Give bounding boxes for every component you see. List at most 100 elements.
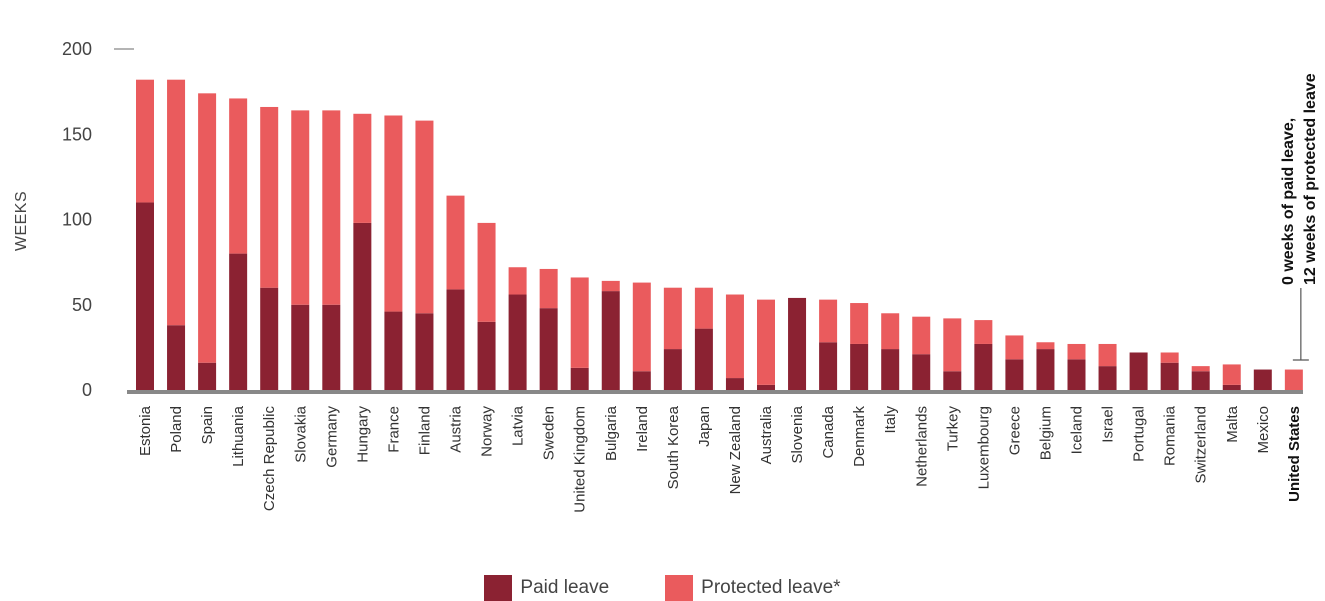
y-tick-label: 50 xyxy=(72,295,92,315)
bar-spain-protected-leave- xyxy=(198,93,217,363)
x-tick-label-israel: Israel xyxy=(1100,406,1117,443)
x-axis-labels: Estonia Poland Spain Lithuania Czech Republi… xyxy=(137,405,1303,512)
bar-spain-paid-leave xyxy=(198,362,217,390)
bar-malta-protected-leave- xyxy=(1222,364,1241,385)
bar-turkey-paid-leave xyxy=(943,371,962,390)
bar-netherlands-protected-leave- xyxy=(912,316,931,355)
bar-sweden-protected-leave- xyxy=(539,268,558,309)
bar-switzerland-paid-leave xyxy=(1191,371,1210,390)
bar-australia-protected-leave- xyxy=(757,299,775,385)
y-tick-label: 100 xyxy=(62,210,92,230)
bar-ireland-paid-leave xyxy=(632,371,651,390)
bar-canada-paid-leave xyxy=(819,342,838,390)
x-tick-label-japan: Japan xyxy=(696,406,713,447)
legend: Paid leave Protected leave* xyxy=(0,575,1325,601)
bar-belgium-paid-leave xyxy=(1036,349,1055,390)
y-axis-ticks: 0 50 100 150 200 xyxy=(62,39,134,400)
legend-swatch-protected xyxy=(665,575,694,601)
bar-italy-protected-leave- xyxy=(881,313,900,350)
bar-romania-paid-leave xyxy=(1160,362,1179,390)
x-tick-label-finland: Finland xyxy=(416,406,433,455)
x-tick-label-france: France xyxy=(385,406,402,453)
y-tick-label: 150 xyxy=(62,124,92,144)
bar-greece-protected-leave- xyxy=(1005,335,1024,360)
bar-united-kingdom-protected-leave- xyxy=(570,277,589,368)
bar-austria-protected-leave- xyxy=(446,195,465,290)
legend-swatch-paid xyxy=(484,575,513,601)
legend-item-paid: Paid leave xyxy=(484,575,609,601)
bar-romania-protected-leave- xyxy=(1160,352,1179,363)
bar-denmark-protected-leave- xyxy=(850,303,869,344)
bar-united-kingdom-paid-leave xyxy=(570,367,589,390)
bar-italy-paid-leave xyxy=(881,349,900,390)
y-tick-label: 0 xyxy=(82,380,92,400)
bar-switzerland-protected-leave- xyxy=(1191,366,1210,372)
x-tick-label-norway: Norway xyxy=(479,406,496,457)
x-tick-label-canada: Canada xyxy=(820,405,837,458)
bar-czech-republic-protected-leave- xyxy=(260,106,279,288)
bar-latvia-paid-leave xyxy=(508,294,527,390)
y-tick-label: 200 xyxy=(62,39,92,59)
bar-poland-protected-leave- xyxy=(167,79,186,326)
bar-united-states-protected-leave- xyxy=(1284,369,1303,390)
x-tick-label-belgium: Belgium xyxy=(1037,406,1054,460)
x-tick-label-malta: Malta xyxy=(1224,405,1241,442)
x-tick-label-romania: Romania xyxy=(1162,405,1179,466)
bar-iceland-protected-leave- xyxy=(1067,343,1086,360)
bar-estonia-protected-leave- xyxy=(136,79,154,203)
bar-latvia-protected-leave- xyxy=(508,267,527,295)
bar-sweden-paid-leave xyxy=(539,308,558,390)
bar-hungary-paid-leave xyxy=(353,222,372,390)
bar-portugal-paid-leave xyxy=(1129,352,1148,390)
bar-france-protected-leave- xyxy=(384,115,403,312)
bar-israel-paid-leave xyxy=(1098,366,1117,390)
us-annotation: 0 weeks of paid leave, 12 weeks of prote… xyxy=(1280,73,1319,361)
bar-australia-paid-leave xyxy=(757,384,775,390)
annotation-line-2: 12 weeks of protected leave xyxy=(1302,73,1319,285)
bar-germany-protected-leave- xyxy=(322,110,341,305)
x-tick-label-united-kingdom: United Kingdom xyxy=(572,406,589,513)
bar-slovenia-paid-leave xyxy=(788,297,807,390)
bar-turkey-protected-leave- xyxy=(943,318,962,372)
bar-austria-paid-leave xyxy=(446,289,465,390)
x-tick-label-latvia: Latvia xyxy=(510,405,527,446)
x-tick-label-mexico: Mexico xyxy=(1255,406,1272,454)
bar-iceland-paid-leave xyxy=(1067,359,1086,390)
bar-finland-paid-leave xyxy=(415,313,434,390)
bar-norway-protected-leave- xyxy=(477,222,496,322)
bar-israel-protected-leave- xyxy=(1098,343,1117,367)
bar-canada-protected-leave- xyxy=(819,299,838,343)
bar-lithuania-protected-leave- xyxy=(229,98,248,254)
x-tick-label-sweden: Sweden xyxy=(541,406,558,460)
y-axis-title: WEEKS xyxy=(13,191,30,251)
bar-france-paid-leave xyxy=(384,311,403,390)
bar-slovakia-paid-leave xyxy=(291,304,310,390)
x-tick-label-estonia: Estonia xyxy=(137,405,154,456)
legend-item-protected: Protected leave* xyxy=(665,575,841,601)
bar-greece-paid-leave xyxy=(1005,359,1024,390)
bar-south-korea-protected-leave- xyxy=(663,287,682,350)
bar-belgium-protected-leave- xyxy=(1036,342,1055,350)
x-tick-label-greece: Greece xyxy=(1006,406,1023,455)
bar-bulgaria-protected-leave- xyxy=(601,280,620,292)
legend-label-paid: Paid leave xyxy=(520,577,610,598)
x-tick-label-denmark: Denmark xyxy=(851,406,868,467)
bar-lithuania-paid-leave xyxy=(229,253,248,390)
bar-czech-republic-paid-leave xyxy=(260,287,279,390)
x-tick-label-lithuania: Lithuania xyxy=(230,405,247,467)
x-tick-label-netherlands: Netherlands xyxy=(913,406,930,487)
x-tick-label-czech-republic: Czech Republic xyxy=(261,406,278,512)
x-tick-label-slovakia: Slovakia xyxy=(292,405,309,462)
bar-germany-paid-leave xyxy=(322,304,341,390)
bar-luxembourg-protected-leave- xyxy=(974,320,993,344)
bar-estonia-paid-leave xyxy=(136,202,154,390)
x-tick-label-italy: Italy xyxy=(882,406,899,434)
x-tick-label-austria: Austria xyxy=(448,405,465,452)
bar-denmark-paid-leave xyxy=(850,343,869,390)
bar-new-zealand-paid-leave xyxy=(725,378,744,390)
bar-luxembourg-paid-leave xyxy=(974,343,993,390)
x-tick-label-iceland: Iceland xyxy=(1069,406,1086,454)
x-tick-label-luxembourg: Luxembourg xyxy=(975,406,992,489)
bar-japan-protected-leave- xyxy=(694,287,713,329)
